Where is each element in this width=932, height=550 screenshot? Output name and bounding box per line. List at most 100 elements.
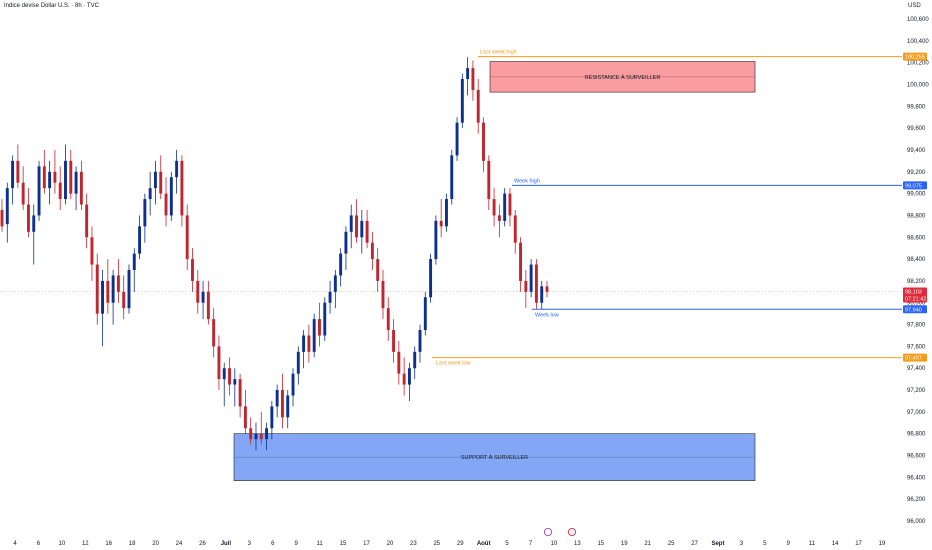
candle-body (228, 368, 231, 385)
candle-body (64, 160, 67, 200)
candle-body (212, 319, 216, 347)
x-tick-label: 19 (621, 541, 628, 547)
price-tag-label: 100,255 (905, 55, 925, 61)
candle-body (296, 351, 300, 374)
candle-body (196, 280, 200, 303)
candle-body (302, 335, 306, 352)
candle-body (466, 68, 470, 80)
x-tick-label: 6 (37, 541, 41, 547)
x-tick-label: 9 (295, 541, 299, 547)
x-tick-label: 3 (740, 541, 744, 547)
candle-body (85, 204, 89, 238)
x-tick-label: 18 (129, 541, 136, 547)
candle-body (74, 171, 78, 194)
chart-title: Indice devise Dollar U.S. · 8h · TVC (4, 3, 99, 9)
y-tick-label: 98,200 (907, 279, 926, 285)
candle-body (69, 160, 73, 194)
price-tag-label: 99,075 (905, 183, 922, 189)
candle-body (365, 220, 369, 243)
candle-body (482, 122, 485, 161)
y-tick-label: 96,000 (907, 519, 926, 525)
x-tick-label: 12 (82, 541, 89, 547)
price-tag (903, 181, 927, 190)
candle-body (280, 390, 284, 418)
x-tick-label: 4 (13, 541, 17, 547)
candle-body (423, 297, 427, 331)
y-tick-label: 97,400 (907, 366, 926, 372)
x-tick-label: 10 (551, 541, 558, 547)
candle-body (222, 368, 226, 380)
x-tick-label: 5 (505, 541, 509, 547)
candle-body (397, 351, 401, 374)
candle-body (418, 330, 422, 352)
y-tick-label: 97,600 (907, 344, 926, 350)
y-tick-label: 98,800 (907, 213, 926, 219)
x-tick-label: 15 (340, 541, 347, 547)
candle-body (524, 280, 528, 292)
candle-body (318, 319, 321, 336)
x-tick-label: 27 (691, 541, 698, 547)
x-tick-label: 17 (855, 541, 862, 547)
candle-body (254, 433, 258, 440)
candle-body (487, 160, 491, 200)
price-tag (903, 52, 927, 61)
unit-label: USD (908, 3, 921, 9)
level-label: Week high (514, 178, 540, 184)
level-label: Last week high (480, 50, 517, 56)
candle-body (249, 428, 253, 440)
candle-body (58, 182, 62, 200)
candle-body (175, 160, 179, 178)
x-tick-label: 13 (574, 541, 581, 547)
candle-body (534, 264, 538, 303)
y-tick-label: 100,600 (907, 17, 929, 23)
candle-body (101, 280, 104, 314)
candle-body (0, 209, 4, 227)
x-tick-label: 3 (248, 541, 252, 547)
level-label: Last week low (436, 361, 471, 367)
candle-body (153, 171, 157, 189)
candle-body (132, 253, 136, 270)
candle-body (540, 286, 544, 303)
candle-body (323, 302, 327, 336)
candle-body (545, 286, 549, 292)
price-tag-label: 97,940 (905, 307, 922, 313)
candle-body (238, 379, 242, 407)
x-tick-label: 26 (199, 541, 206, 547)
x-tick-label: 16 (105, 541, 112, 547)
candle-body (344, 231, 348, 254)
candle-body (376, 259, 380, 281)
y-tick-label: 97,200 (907, 388, 926, 394)
last-price-label: 98,103 (905, 289, 922, 295)
y-tick-label: 99,200 (907, 170, 926, 176)
candle-body (95, 264, 99, 314)
y-tick-label: 96,400 (907, 475, 926, 481)
candle-body (439, 220, 443, 227)
x-tick-label: Sept (711, 541, 724, 547)
candle-body (37, 166, 41, 216)
candle-body (286, 395, 290, 418)
candle-body (312, 319, 316, 352)
candle-body (259, 433, 263, 440)
candle-body (127, 270, 131, 309)
y-tick-label: 100,000 (907, 82, 929, 88)
event-marker-icon (544, 528, 553, 537)
candle-body (307, 335, 311, 352)
candle-body (413, 351, 417, 369)
y-tick-label: 97,000 (907, 410, 926, 416)
candle-body (275, 390, 279, 407)
candle-body (328, 291, 332, 303)
x-tick-label: 23 (410, 541, 417, 547)
candle-body (434, 220, 438, 260)
candle-body (386, 308, 390, 331)
y-tick-label: 99,000 (907, 192, 926, 198)
candle-body (243, 406, 247, 429)
candle-body (360, 220, 364, 238)
candle-body (180, 160, 184, 216)
candle-body (42, 166, 46, 189)
zone-label: RÉSISTANCE À SURVEILLER (585, 74, 661, 81)
y-tick-label: 96,200 (907, 497, 926, 503)
x-tick-label: 11 (317, 541, 324, 547)
candle-body (79, 171, 83, 205)
candle-body (381, 280, 385, 309)
